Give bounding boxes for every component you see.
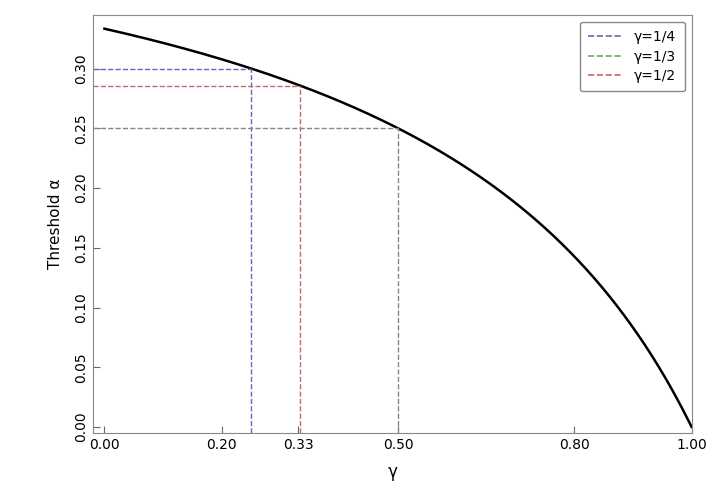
X-axis label: γ: γ (387, 463, 397, 481)
Y-axis label: Threshold α: Threshold α (48, 179, 63, 269)
Legend: γ=1/4, γ=1/3, γ=1/2: γ=1/4, γ=1/3, γ=1/2 (580, 22, 684, 92)
